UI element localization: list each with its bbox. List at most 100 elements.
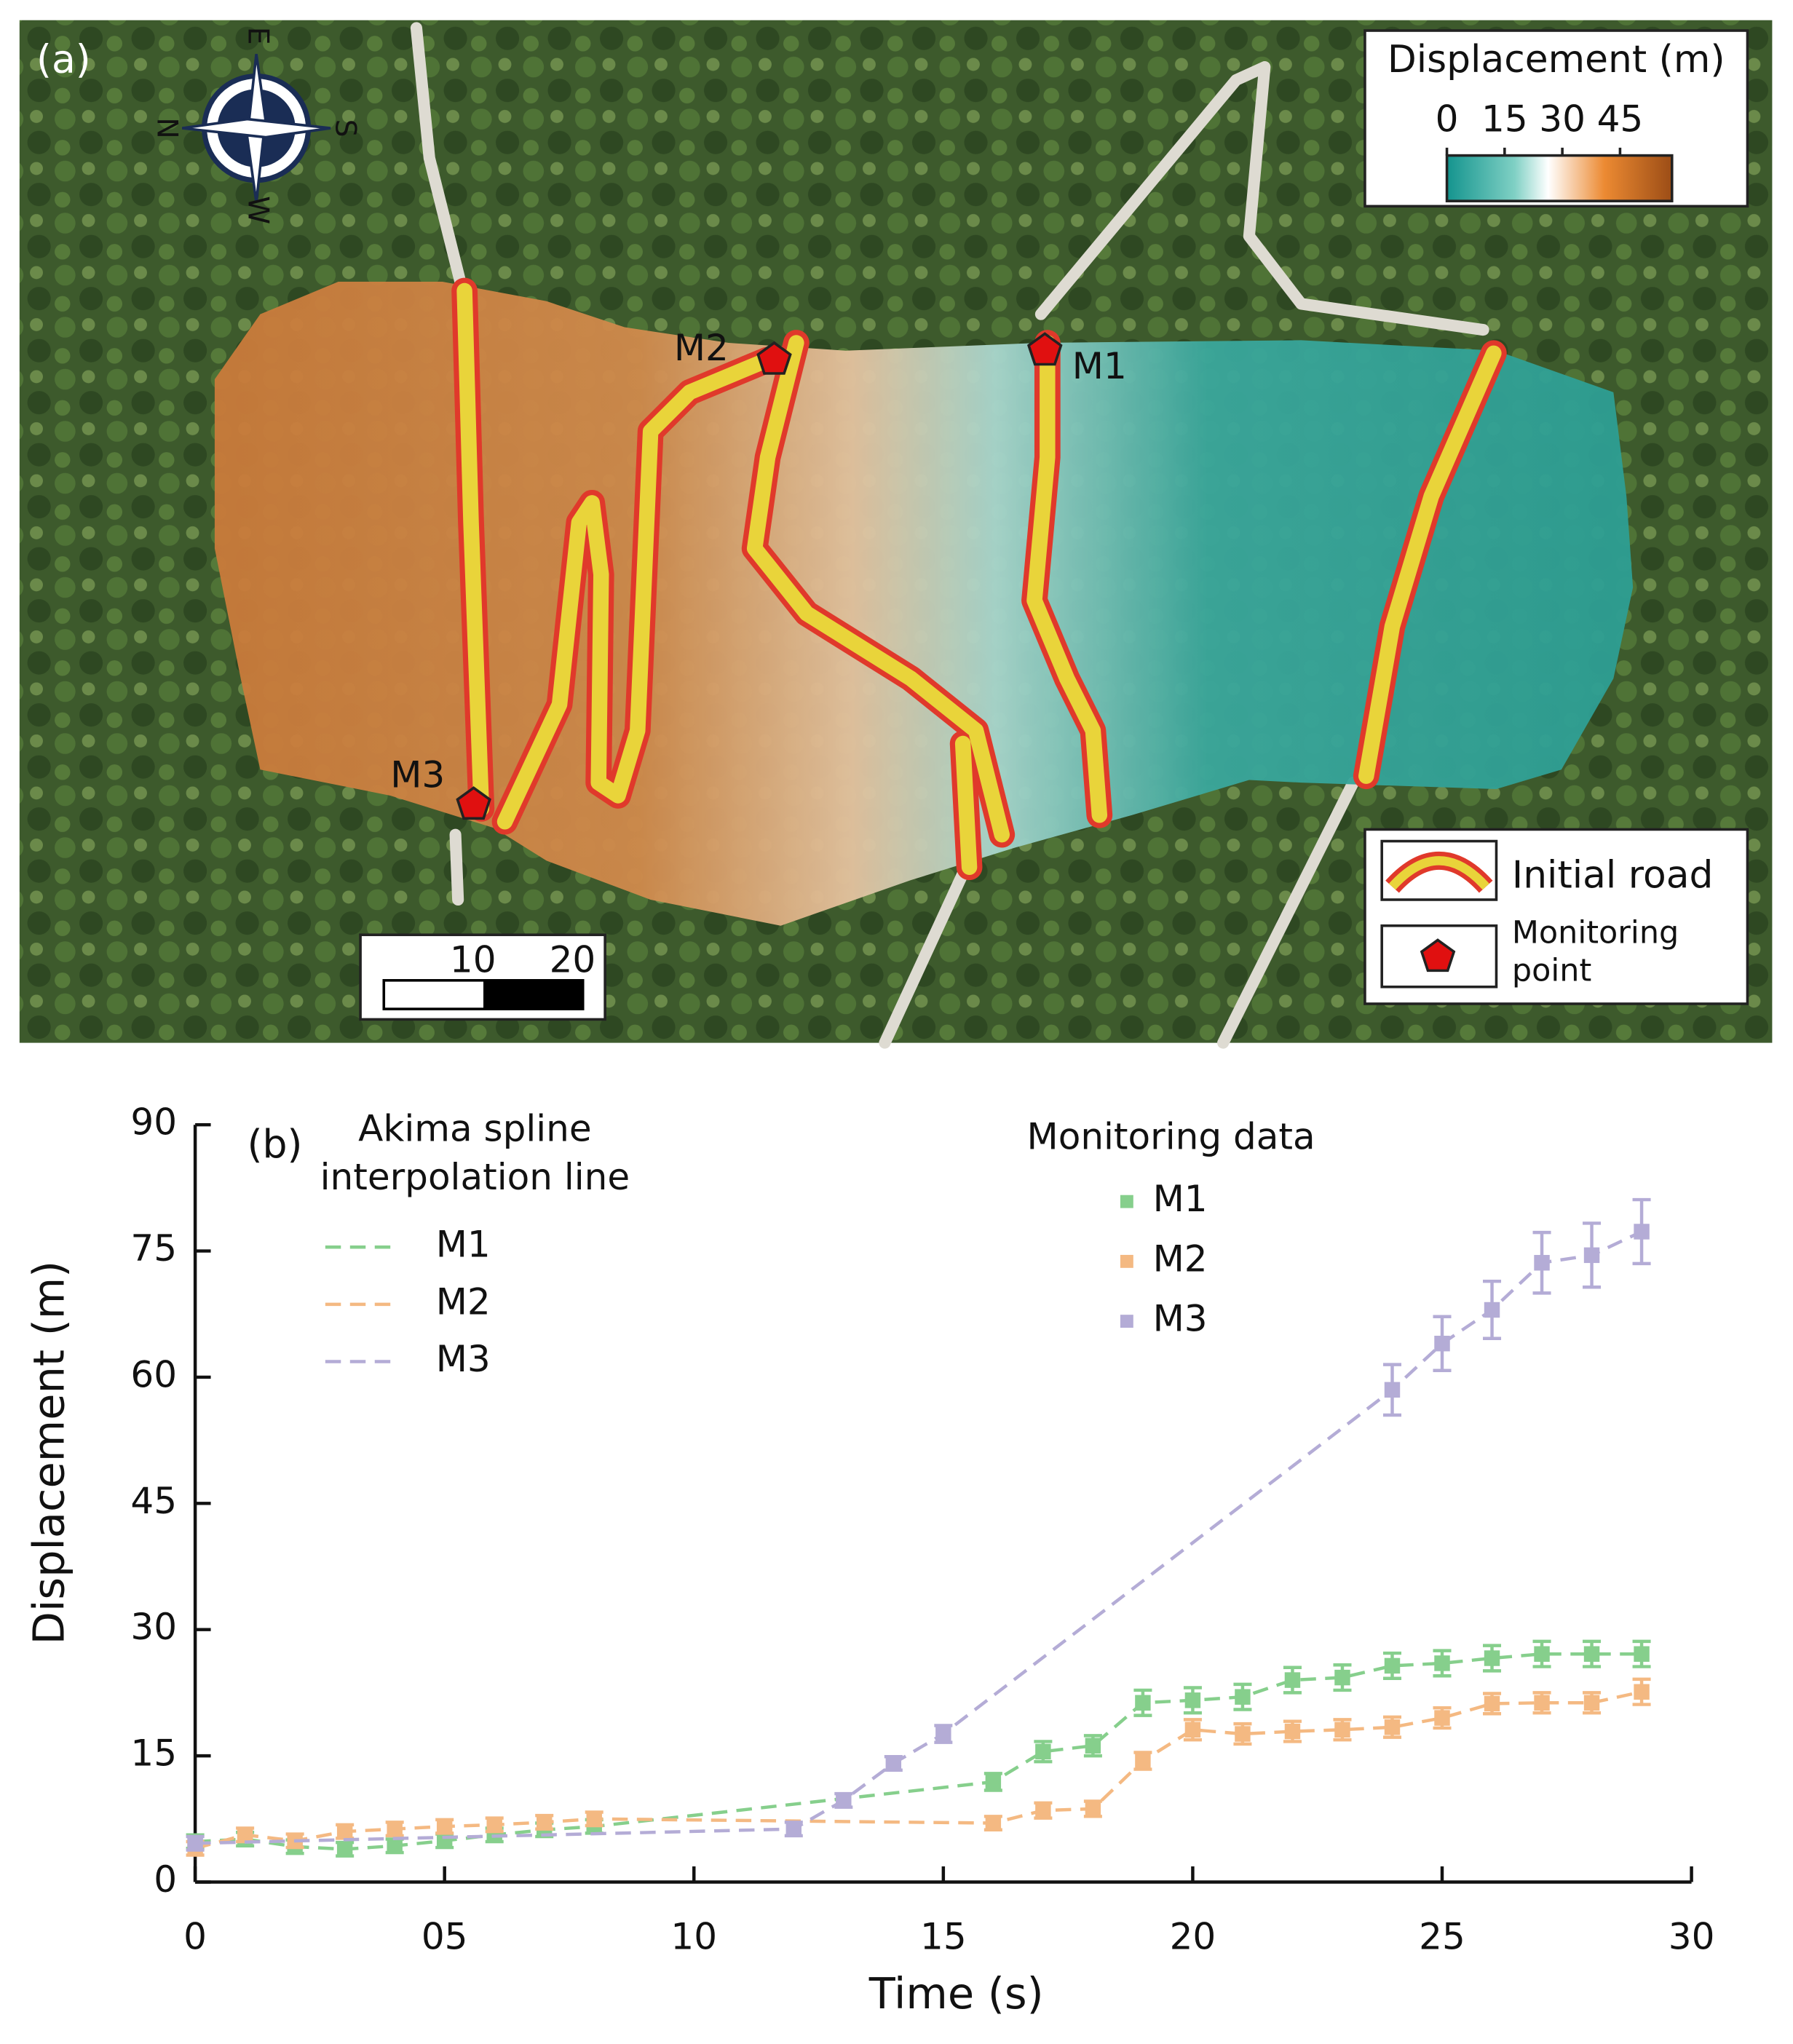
track <box>1217 777 1359 1049</box>
data-point <box>387 1838 403 1854</box>
monitoring-point <box>756 341 792 375</box>
panel-label: (b) <box>248 1121 303 1167</box>
data-point <box>1334 1722 1350 1738</box>
x-tick-label: 30 <box>1669 1916 1715 1958</box>
data-point <box>985 1815 1002 1831</box>
y-tick-label: 15 <box>130 1732 177 1775</box>
map-shape <box>456 282 490 817</box>
y-axis-label: Displacement (m) <box>24 1261 74 1645</box>
track <box>1034 61 1489 336</box>
data-point <box>1085 1801 1101 1817</box>
y-tick-label: 60 <box>130 1353 177 1395</box>
legend-label: point <box>1512 953 1591 989</box>
data-point <box>836 1792 852 1809</box>
data-point <box>785 1821 802 1837</box>
compass-label: S <box>328 119 361 138</box>
colorbar-tick-label: 0 <box>1436 98 1459 140</box>
legend-label: Initial road <box>1512 854 1713 898</box>
data-point <box>1434 1710 1450 1726</box>
y-tick-label: 30 <box>130 1606 177 1648</box>
data-point <box>1484 1302 1500 1318</box>
legend-title: Akima spline <box>358 1108 592 1150</box>
panel-label: (a) <box>36 36 91 82</box>
data-point <box>387 1821 403 1837</box>
interpolation-line <box>194 1652 1642 1851</box>
colorbar <box>1445 154 1674 202</box>
data-point <box>1384 1657 1401 1674</box>
data-point <box>1484 1650 1500 1666</box>
legend-marker <box>1120 1254 1133 1268</box>
map-shape <box>1358 345 1502 784</box>
point-label: M3 <box>390 753 445 796</box>
map-shape <box>1388 856 1489 890</box>
compass-label: W <box>242 196 274 224</box>
data-point <box>436 1833 453 1849</box>
x-tick-label: 0 <box>183 1916 207 1958</box>
data-point <box>586 1811 602 1827</box>
data-point <box>436 1818 453 1834</box>
map-shape <box>954 735 978 876</box>
legend-marker <box>1120 1195 1133 1208</box>
x-tick-label: 15 <box>920 1916 967 1958</box>
data-point <box>1534 1255 1550 1271</box>
y-tick-label: 0 <box>154 1858 177 1901</box>
data-point <box>1384 1719 1401 1735</box>
data-point <box>486 1817 502 1833</box>
data-point <box>1434 1655 1450 1671</box>
data-point <box>1135 1753 1151 1769</box>
legend-label: M3 <box>436 1338 491 1380</box>
data-point <box>1583 1695 1600 1711</box>
data-point <box>1484 1695 1500 1712</box>
data-point <box>1184 1722 1201 1738</box>
map-shape <box>1420 938 1456 973</box>
x-tick-label: 10 <box>670 1916 717 1958</box>
legend-title: interpolation line <box>320 1156 630 1198</box>
x-tick-label: 25 <box>1419 1916 1465 1958</box>
legend-label: M2 <box>1153 1237 1208 1280</box>
scale-bar-label: 20 <box>550 938 596 981</box>
data-point <box>336 1823 353 1839</box>
colorbar-title: Displacement (m) <box>1388 38 1725 82</box>
data-point <box>1184 1692 1201 1708</box>
y-tick-label: 90 <box>130 1101 177 1144</box>
map-shape <box>746 335 1010 843</box>
map-panel: M1 M2 M3 (a) E N S W Displacement (m) In… <box>19 20 1773 1049</box>
map-shape <box>181 117 331 139</box>
point-label: M1 <box>1072 345 1127 387</box>
data-point <box>1035 1743 1051 1760</box>
y-tick-label: 75 <box>130 1227 177 1269</box>
data-point <box>187 1835 203 1852</box>
chart-panel: (b) Time (s) Displacement (m) Akima spli… <box>24 1101 1715 2019</box>
displacement-field <box>214 281 1634 926</box>
data-point <box>1085 1738 1101 1754</box>
compass-label: N <box>150 117 183 138</box>
data-point <box>985 1774 1002 1790</box>
data-point <box>1434 1335 1450 1352</box>
colorbar-legend: Displacement (m) <box>1363 29 1749 208</box>
data-point <box>237 1827 253 1843</box>
data-point <box>1334 1669 1350 1686</box>
legend-label: M1 <box>1153 1178 1208 1220</box>
map-shape <box>1026 335 1108 823</box>
monitoring-point <box>1026 332 1063 366</box>
legend-label: M2 <box>436 1280 491 1323</box>
compass-label: E <box>242 27 274 45</box>
x-tick-label: 20 <box>1170 1916 1216 1958</box>
data-point <box>1284 1723 1301 1740</box>
monitoring-point <box>456 786 491 820</box>
legend-marker <box>1120 1315 1133 1328</box>
colorbar-tick-label: 30 <box>1539 98 1586 140</box>
x-axis-label: Time (s) <box>868 1968 1044 2019</box>
data-point <box>885 1755 902 1772</box>
data-point <box>1534 1695 1550 1711</box>
data-point <box>1235 1726 1251 1742</box>
legend-title: Monitoring data <box>1027 1115 1315 1157</box>
track <box>449 828 464 906</box>
map-legend: Initial road Monitoring point <box>1363 828 1749 1005</box>
colorbar-tick-label: 15 <box>1481 98 1528 140</box>
data-point <box>1384 1382 1401 1398</box>
legend-label: M1 <box>436 1224 491 1266</box>
scale-bar-label: 10 <box>450 938 496 981</box>
data-point <box>1284 1672 1301 1688</box>
